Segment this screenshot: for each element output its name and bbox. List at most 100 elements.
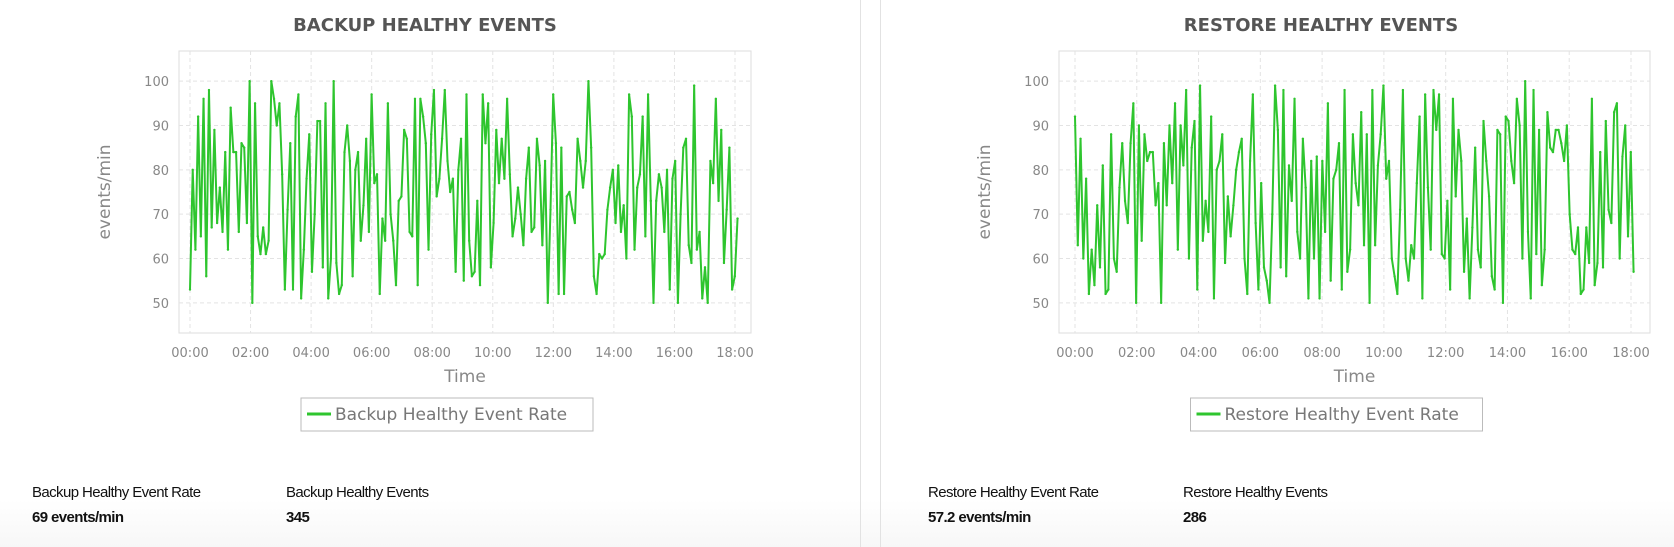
data-point: [1549, 146, 1552, 149]
data-point: [462, 279, 465, 282]
data-point: [1221, 133, 1224, 136]
data-point: [1323, 230, 1327, 234]
data-point: [196, 115, 200, 118]
data-point: [481, 93, 484, 96]
data-point: [1410, 244, 1413, 247]
data-point: [619, 230, 623, 234]
data-point: [692, 84, 696, 87]
data-point: [435, 195, 438, 198]
restore-events-stat: Restore Healthy Events 286: [1183, 484, 1328, 526]
data-point: [1168, 124, 1171, 127]
stat-value: 286: [1183, 509, 1207, 526]
data-point: [1293, 97, 1296, 101]
data-point: [1599, 150, 1602, 154]
data-point: [1259, 181, 1263, 185]
data-point: [1537, 128, 1541, 132]
data-point: [660, 186, 663, 189]
data-point: [1212, 297, 1216, 300]
data-point: [224, 150, 227, 154]
data-point: [557, 292, 560, 296]
data-point: [573, 221, 577, 225]
data-point: [1115, 270, 1118, 274]
data-point: [226, 248, 230, 251]
data-point: [549, 208, 552, 211]
data-point: [1209, 115, 1213, 118]
data-point: [1154, 204, 1157, 207]
data-point: [1562, 159, 1566, 163]
data-point: [261, 226, 265, 229]
data-point: [283, 288, 287, 291]
data-point: [1129, 142, 1132, 145]
data-point: [560, 146, 563, 149]
data-point: [356, 150, 360, 154]
data-point: [476, 199, 479, 203]
data-point: [600, 257, 604, 260]
stat-value: 57.2 events/min: [928, 509, 1031, 526]
data-point: [1571, 248, 1574, 251]
data-point: [562, 292, 566, 296]
data-point: [1460, 159, 1463, 163]
data-point: [671, 177, 674, 180]
data-point: [552, 93, 555, 96]
data-point: [1396, 292, 1399, 296]
data-point: [543, 159, 547, 163]
data-point: [438, 177, 441, 180]
data-point: [240, 142, 243, 145]
data-point: [194, 248, 197, 251]
data-point: [1490, 275, 1494, 278]
data-point: [1468, 297, 1471, 300]
data-point: [1596, 261, 1599, 265]
data-point: [1360, 110, 1363, 114]
data-point: [1585, 226, 1588, 229]
y-tick-label: 80: [1032, 164, 1049, 179]
data-point: [1429, 248, 1432, 251]
data-point: [1087, 292, 1091, 296]
data-point: [1223, 261, 1227, 265]
data-point: [1176, 248, 1180, 251]
data-point: [229, 106, 232, 109]
data-point: [576, 137, 579, 140]
data-point: [592, 275, 596, 278]
data-point: [611, 168, 615, 172]
data-point: [1276, 128, 1280, 132]
data-point: [1073, 115, 1077, 118]
data-point: [1473, 146, 1477, 149]
data-point: [1415, 181, 1419, 185]
data-point: [627, 93, 631, 96]
data-point: [1307, 297, 1310, 300]
data-point: [1321, 159, 1324, 163]
data-point: [1098, 266, 1102, 269]
data-point: [1229, 235, 1232, 238]
legend-label: Restore Healthy Event Rate: [1225, 405, 1459, 425]
chart-title: RESTORE HEALTHY EVENTS: [1184, 15, 1458, 36]
data-point: [1215, 168, 1218, 172]
data-point: [232, 150, 235, 154]
data-point: [530, 230, 533, 234]
data-point: [657, 173, 661, 176]
data-point: [1182, 164, 1185, 167]
data-point: [1462, 270, 1466, 274]
data-point: [1557, 128, 1560, 132]
data-point: [1407, 279, 1410, 282]
x-tick-label: 18:00: [1612, 346, 1649, 361]
data-point: [207, 88, 211, 92]
y-tick-label: 60: [152, 253, 169, 268]
backup-rate-stat: Backup Healthy Event Rate 69 events/min: [32, 484, 201, 526]
data-point: [1382, 84, 1385, 87]
data-point: [682, 146, 685, 149]
y-tick-label: 50: [1032, 297, 1049, 312]
data-point: [644, 235, 647, 238]
stat-label: Restore Healthy Events: [1183, 484, 1328, 501]
x-tick-label: 10:00: [1365, 346, 1402, 361]
data-point: [714, 97, 718, 101]
data-point: [381, 217, 384, 220]
data-point: [424, 142, 428, 145]
data-point: [1521, 257, 1524, 260]
data-point: [698, 230, 701, 234]
data-point: [1123, 199, 1127, 203]
data-point: [1262, 266, 1266, 269]
x-tick-label: 16:00: [1550, 346, 1587, 361]
data-point: [1243, 257, 1246, 260]
data-point: [1632, 270, 1635, 274]
data-point: [1076, 244, 1079, 247]
